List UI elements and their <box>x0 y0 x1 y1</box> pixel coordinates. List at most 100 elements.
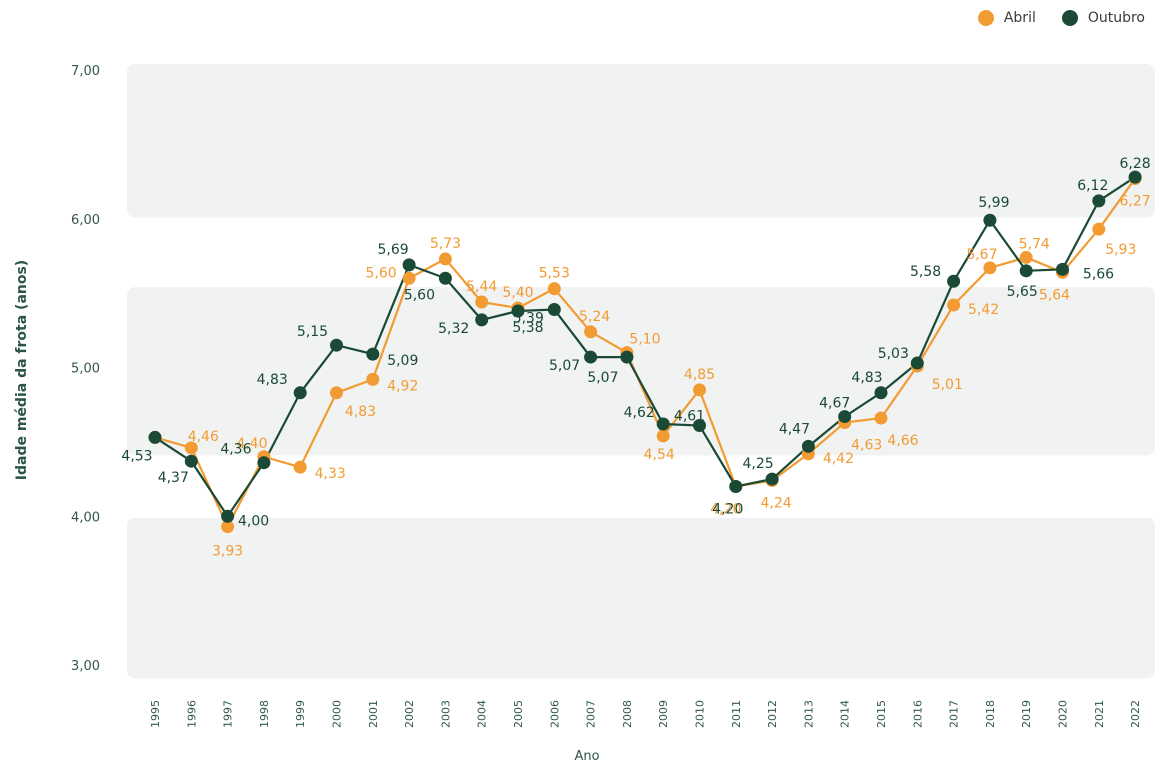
x-tick-label: 2005 <box>512 700 525 728</box>
x-tick-label: 2012 <box>766 700 779 728</box>
x-tick-label: 2010 <box>694 700 707 728</box>
point-outubro <box>584 350 598 364</box>
legend-marker-abril <box>977 10 994 26</box>
y-tick-label: 7,00 <box>71 64 100 79</box>
data-label-outubro: 5,99 <box>978 195 1009 211</box>
point-abril <box>983 261 997 275</box>
data-label-outubro: 4,62 <box>624 405 655 421</box>
point-abril <box>1019 250 1033 264</box>
x-tick-label: 2013 <box>802 700 815 728</box>
data-label-abril: 5,73 <box>430 236 461 252</box>
data-label-abril: 4,66 <box>887 433 918 449</box>
data-label-abril: 6,27 <box>1120 194 1151 210</box>
y-tick-label: 5,00 <box>71 362 100 377</box>
x-tick-label: 2022 <box>1129 700 1142 728</box>
x-tick-label: 2015 <box>875 700 888 728</box>
x-tick-label: 2004 <box>476 700 489 728</box>
point-outubro <box>330 338 343 352</box>
legend-label-abril: Abril <box>1003 10 1036 26</box>
point-abril <box>293 460 307 474</box>
point-outubro <box>475 313 489 327</box>
point-outubro <box>729 480 743 493</box>
point-outubro <box>910 356 924 370</box>
point-abril <box>656 429 670 443</box>
data-label-outubro: 5,38 <box>512 320 543 336</box>
point-abril <box>330 386 343 400</box>
data-label-abril: 5,93 <box>1105 242 1136 258</box>
point-outubro <box>656 417 670 431</box>
data-labels: 4,46 3,93 4,40 4,33 4,83 4,92 5,60 5,73 5,44 5,40… <box>121 156 1150 560</box>
point-outubro <box>221 509 235 523</box>
point-outubro <box>438 271 452 285</box>
data-label-outubro: 5,07 <box>549 358 580 374</box>
point-outubro <box>257 456 271 470</box>
data-label-abril: 5,42 <box>968 302 999 318</box>
x-tick-label: 1997 <box>222 700 235 728</box>
data-label-outubro: 5,60 <box>404 287 435 303</box>
line-outubro <box>154 176 1136 519</box>
x-tick-label: 2016 <box>911 700 924 728</box>
x-tick-label: 2021 <box>1093 700 1106 728</box>
grid-band-2 <box>127 517 1155 679</box>
legend-label-outubro: Outubro <box>1087 10 1145 26</box>
y-axis-title: Idade média da frota (anos) <box>14 260 30 480</box>
x-tick-label: 2009 <box>657 700 670 728</box>
data-label-abril: 4,63 <box>851 438 882 454</box>
point-outubro <box>693 419 706 433</box>
x-tick-label: 2007 <box>585 700 598 728</box>
point-outubro <box>547 302 561 316</box>
y-tick-label: 6,00 <box>71 213 100 228</box>
point-outubro <box>402 258 416 272</box>
data-label-outubro: 5,32 <box>438 321 469 337</box>
point-abril <box>184 441 198 455</box>
y-tick-label: 3,00 <box>71 659 100 674</box>
x-tick-label: 2006 <box>548 700 561 728</box>
data-label-abril: 4,54 <box>644 447 675 463</box>
point-outubro <box>293 386 307 400</box>
x-tick-label: 2000 <box>331 700 344 728</box>
line-abril <box>154 177 1136 530</box>
legend-item-outubro: Outubro <box>1061 10 1145 26</box>
point-abril <box>874 411 888 425</box>
point-outubro <box>874 386 888 400</box>
data-label-abril: 5,44 <box>466 279 497 295</box>
data-label-outubro: 4,61 <box>674 409 705 425</box>
y-axis-ticks: 3,00 4,00 5,00 6,00 7,00 <box>71 64 100 674</box>
data-label-abril: 4,85 <box>684 367 715 383</box>
y-tick-label: 4,00 <box>71 510 100 525</box>
point-outubro <box>1128 170 1142 184</box>
series-lines <box>154 176 1136 530</box>
point-outubro <box>148 430 162 444</box>
data-label-outubro: 4,83 <box>851 370 882 386</box>
data-label-outubro: 5,39 <box>513 310 544 326</box>
x-tick-label: 1995 <box>149 700 162 728</box>
data-label-outubro: 4,37 <box>158 470 189 486</box>
data-label-abril: 5,64 <box>1039 287 1070 303</box>
data-label-abril: 5,74 <box>1019 236 1050 252</box>
x-axis-ticks: 1995 1996 1997 1998 1999 2000 2001 2002 2003 2004… <box>149 700 1142 728</box>
point-outubro <box>366 347 380 361</box>
data-label-outubro: 5,09 <box>387 353 418 369</box>
series-points <box>148 170 1142 534</box>
x-tick-label: 2014 <box>839 700 852 728</box>
x-tick-label: 1996 <box>185 700 198 728</box>
data-label-outubro: 4,25 <box>743 456 774 472</box>
data-label-abril: 4,42 <box>823 451 854 467</box>
data-label-outubro: 4,20 <box>712 502 743 518</box>
x-tick-label: 2017 <box>948 700 961 728</box>
data-label-abril: 4,40 <box>236 436 267 452</box>
data-label-outubro: 6,12 <box>1077 178 1108 194</box>
data-label-abril: 5,67 <box>966 247 997 263</box>
data-label-outubro: 5,58 <box>910 264 941 280</box>
data-label-abril: 5,60 <box>366 265 397 281</box>
point-abril <box>947 298 961 312</box>
x-tick-label: 2001 <box>367 700 380 728</box>
point-outubro <box>184 454 198 468</box>
point-abril <box>693 383 706 397</box>
data-label-outubro: 5,07 <box>587 370 618 386</box>
x-axis-title: Ano <box>574 749 599 762</box>
x-tick-label: 2019 <box>1020 700 1033 728</box>
data-label-abril: 5,24 <box>579 309 610 325</box>
x-tick-label: 1998 <box>258 700 271 728</box>
data-label-outubro: 5,15 <box>297 324 328 340</box>
